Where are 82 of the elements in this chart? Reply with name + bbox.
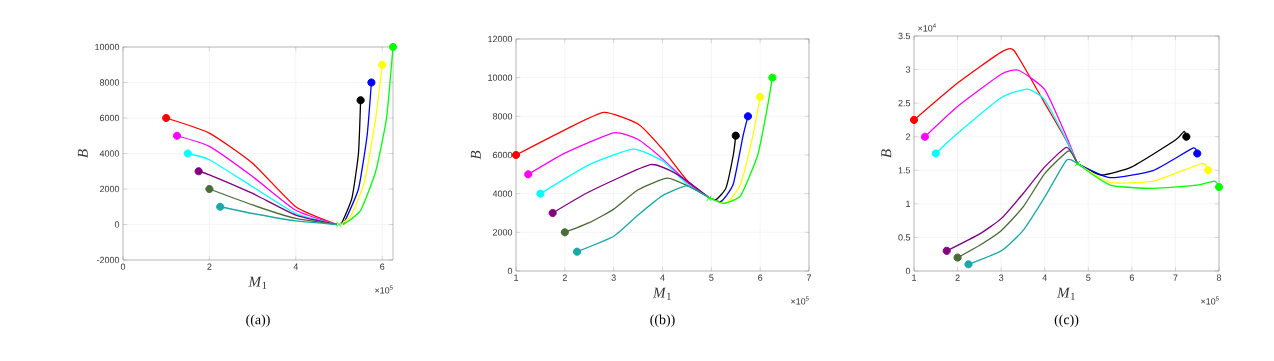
y-tick-label: 1 bbox=[906, 200, 911, 207]
text: ×10$^{4}$ bbox=[918, 23, 936, 32]
y-tick-label: 0.5 bbox=[898, 234, 911, 241]
y-tick-label: 0 bbox=[114, 221, 120, 228]
y-axis-title: B bbox=[881, 149, 892, 158]
text: ×10$^{5}$ bbox=[1201, 296, 1219, 305]
y-tick-label: 3 bbox=[905, 66, 911, 73]
point bbox=[731, 131, 740, 140]
x-tick-label: 7 bbox=[806, 274, 812, 281]
point bbox=[216, 202, 225, 211]
x-tick-label: 4 bbox=[293, 263, 299, 270]
x-tick-label: 6 bbox=[1129, 274, 1134, 281]
y-tick-label: 8000 bbox=[492, 113, 513, 120]
y-tick-label: 12000 bbox=[488, 35, 513, 43]
x-tick-label: 2 bbox=[562, 274, 567, 281]
point bbox=[705, 195, 712, 202]
x-tick-label: 1 bbox=[514, 274, 519, 281]
y-tick-label: 6000 bbox=[99, 114, 120, 122]
y-tick-label: 3.5 bbox=[898, 32, 911, 40]
y-tick-label: 10000 bbox=[488, 74, 513, 81]
point bbox=[1204, 166, 1213, 175]
y-axis-title: B bbox=[470, 150, 481, 160]
x-tick-label: 5 bbox=[1086, 274, 1091, 281]
x-tick-label: 3 bbox=[611, 274, 616, 281]
y-tick-label: 2000 bbox=[99, 185, 120, 193]
x-tick-label: 1 bbox=[912, 274, 917, 281]
point bbox=[378, 60, 387, 69]
x-axis-title: M$_{1}$ bbox=[652, 287, 671, 300]
y-tick-label: 1.5 bbox=[898, 167, 911, 174]
point bbox=[205, 184, 214, 194]
x-tick-label: 4 bbox=[660, 274, 665, 281]
y-tick-label: 8000 bbox=[99, 79, 120, 86]
x-axis-title: M$_{1}$ bbox=[1056, 287, 1075, 300]
text: ×10$^{5}$ bbox=[791, 296, 809, 305]
x-tick-label: 6 bbox=[380, 263, 385, 270]
y-tick-label: 2.5 bbox=[898, 99, 911, 107]
point bbox=[920, 132, 929, 141]
point bbox=[743, 112, 753, 121]
point bbox=[1193, 149, 1202, 158]
x-tick-label: 2 bbox=[955, 274, 960, 281]
point bbox=[548, 208, 557, 218]
y-tick-label: 10000 bbox=[95, 43, 120, 51]
point bbox=[172, 131, 182, 140]
point bbox=[536, 189, 545, 198]
x-tick-label: 8 bbox=[1216, 274, 1222, 281]
point bbox=[942, 246, 951, 255]
y-tick-label: -2000 bbox=[96, 256, 120, 264]
point bbox=[1182, 132, 1191, 141]
point bbox=[511, 150, 521, 160]
x-tick-label: 0 bbox=[120, 263, 126, 270]
x-tick-label: 5 bbox=[709, 274, 714, 281]
point bbox=[560, 228, 569, 237]
point bbox=[336, 221, 342, 228]
point bbox=[1074, 160, 1081, 167]
x-axis-title: M$_{1}$ bbox=[248, 276, 267, 289]
point bbox=[964, 260, 973, 269]
y-tick-label: 2000 bbox=[492, 229, 513, 236]
text: ((c)) bbox=[1054, 314, 1079, 328]
point bbox=[183, 149, 192, 158]
x-tick-label: 2 bbox=[207, 263, 212, 270]
x-tick-label: 7 bbox=[1173, 274, 1178, 281]
text: ((a)) bbox=[246, 314, 270, 328]
y-tick-label: 2 bbox=[905, 133, 911, 140]
text: ×10$^{5}$ bbox=[375, 285, 393, 294]
point bbox=[524, 170, 533, 179]
point bbox=[909, 115, 919, 125]
point bbox=[931, 149, 940, 158]
point bbox=[194, 167, 203, 176]
y-tick-label: 4000 bbox=[99, 150, 120, 157]
x-tick-label: 3 bbox=[999, 274, 1004, 281]
point bbox=[756, 92, 765, 102]
point bbox=[953, 253, 962, 262]
x-tick-label: 6 bbox=[758, 274, 763, 281]
point bbox=[367, 78, 376, 87]
point bbox=[572, 247, 582, 256]
point bbox=[162, 113, 171, 123]
point bbox=[356, 96, 365, 105]
x-tick-label: 4 bbox=[1042, 274, 1047, 281]
y-tick-label: 6000 bbox=[492, 151, 513, 159]
text: ((b)) bbox=[650, 314, 675, 328]
y-tick-label: 4000 bbox=[492, 190, 513, 197]
y-axis-title: B bbox=[77, 149, 88, 158]
